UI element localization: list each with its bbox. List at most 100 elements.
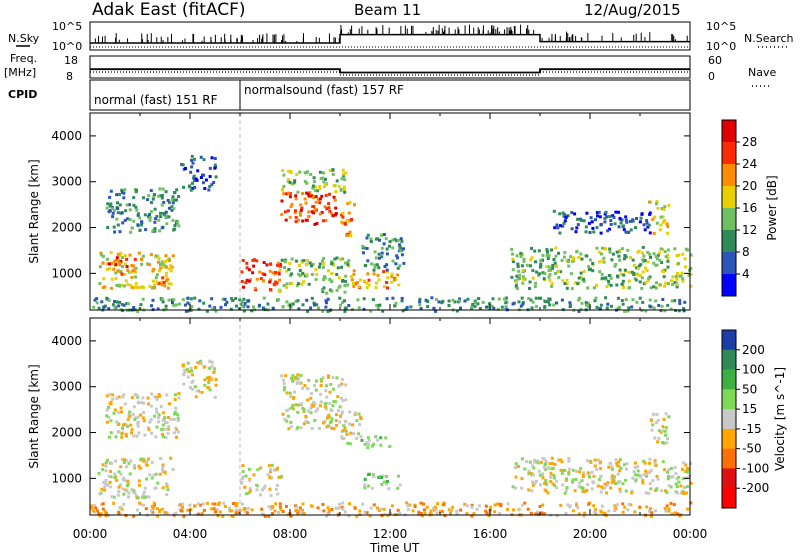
heatmap-cell (324, 183, 327, 186)
heatmap-background (90, 113, 690, 310)
heatmap-cell (105, 206, 109, 210)
heatmap-cell (600, 504, 604, 508)
heatmap-cell (337, 184, 341, 188)
heatmap-cell (131, 269, 135, 273)
heatmap-cell (401, 309, 405, 313)
heatmap-cell (107, 298, 111, 302)
heatmap-cell (113, 476, 117, 479)
heatmap-cell (388, 240, 392, 244)
heatmap-cell (470, 505, 474, 509)
heatmap-cell (328, 390, 332, 394)
heatmap-cell (276, 298, 280, 302)
heatmap-cell (348, 200, 352, 204)
heatmap-cell (326, 506, 330, 510)
heatmap-cell (363, 279, 367, 283)
heatmap-cell (648, 457, 652, 461)
heatmap-cell (186, 508, 190, 512)
heatmap-cell (370, 486, 374, 490)
heatmap-cell (116, 410, 120, 414)
heatmap-cell (170, 265, 174, 269)
heatmap-cell (647, 223, 651, 227)
heatmap-cell (351, 423, 355, 427)
heatmap-cell (316, 506, 320, 510)
heatmap-cell (302, 409, 306, 413)
heatmap-cell (244, 492, 248, 496)
heatmap-cell (193, 179, 196, 183)
heatmap-cell (336, 409, 340, 413)
heatmap-cell (319, 400, 323, 404)
heatmap-cell (642, 254, 646, 258)
heatmap-cell (162, 418, 166, 422)
heatmap-cell (673, 281, 677, 285)
heatmap-cell (433, 505, 437, 509)
heatmap-cell (173, 398, 177, 401)
heatmap-cell (341, 501, 345, 505)
heatmap-cell (130, 431, 134, 435)
heatmap-cell (521, 253, 525, 256)
heatmap-cell (189, 507, 193, 511)
heatmap-cell (586, 483, 590, 486)
heatmap-cell (120, 435, 124, 439)
heatmap-cell (330, 508, 334, 511)
heatmap-cell (255, 488, 259, 492)
heatmap-cell (170, 205, 174, 209)
heatmap-cell (534, 260, 537, 264)
heatmap-cell (633, 465, 637, 469)
heatmap-cell (495, 502, 499, 506)
heatmap-cell (529, 298, 533, 302)
heatmap-cell (549, 480, 553, 483)
heatmap-cell (91, 509, 95, 513)
heatmap-cell (115, 479, 119, 482)
heatmap-cell (552, 258, 556, 261)
heatmap-cell (449, 511, 452, 515)
heatmap-cell (330, 417, 334, 421)
heatmap-cell (139, 303, 143, 307)
heatmap-cell (195, 389, 199, 393)
heatmap-cell (142, 419, 146, 423)
heatmap-cell (652, 306, 656, 310)
heatmap-cell (605, 285, 609, 289)
heatmap-cell (607, 282, 611, 286)
heatmap-cell (645, 474, 648, 478)
heatmap-cell (553, 261, 557, 265)
freq-panel (89, 55, 691, 79)
heatmap-cell (624, 489, 628, 493)
heatmap-cell (357, 285, 361, 289)
heatmap-cell (400, 296, 404, 300)
heatmap-cell (119, 406, 123, 410)
freq-line (90, 68, 690, 74)
heatmap-cell (531, 483, 535, 487)
heatmap-cell (166, 427, 170, 431)
heatmap-cell (128, 218, 132, 221)
heatmap-cell (133, 464, 137, 468)
heatmap-cell (366, 233, 370, 237)
heatmap-cell (181, 298, 185, 302)
heatmap-cell (306, 192, 310, 196)
heatmap-cell (164, 259, 167, 263)
heatmap-cell (516, 277, 520, 281)
freq-tick-bottom: 8 (66, 70, 73, 83)
heatmap-cell (616, 472, 620, 476)
heatmap-cell (333, 198, 337, 202)
heatmap-cell (153, 286, 157, 290)
heatmap-cell (577, 298, 581, 302)
heatmap-cell (670, 299, 674, 303)
heatmap-cell (561, 279, 565, 283)
heatmap-cell (638, 505, 642, 509)
heatmap-cell (222, 501, 226, 505)
heatmap-cell (296, 373, 300, 377)
heatmap-cell (234, 297, 238, 300)
heatmap-cell (147, 402, 150, 406)
heatmap-cell (318, 404, 322, 408)
heatmap-cell (343, 284, 347, 287)
heatmap-cell (544, 489, 548, 493)
heatmap-cell (141, 396, 145, 400)
heatmap-cell (385, 281, 389, 284)
heatmap-cell (237, 307, 241, 311)
heatmap-cell (281, 169, 285, 172)
heatmap-cell (113, 259, 117, 263)
heatmap-cell (129, 423, 133, 427)
heatmap-cell (596, 484, 600, 488)
heatmap-cell (296, 410, 300, 414)
